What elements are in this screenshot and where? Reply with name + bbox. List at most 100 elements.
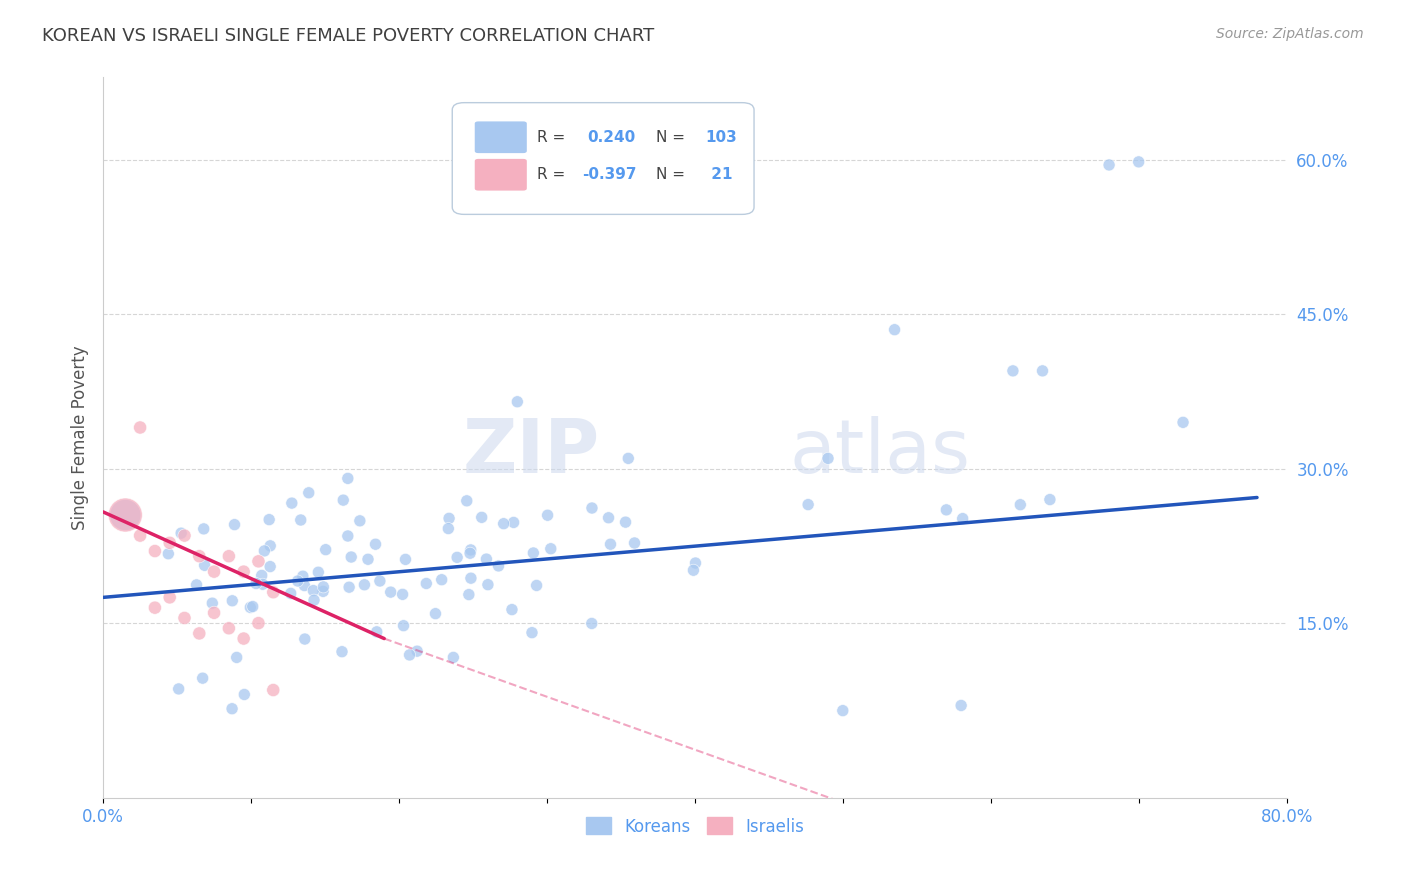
Point (1039, 492, 1062, 507)
Point (581, 501, 603, 516)
Point (247, 616, 270, 631)
Point (232, 565, 254, 579)
Point (357, 552, 380, 566)
Point (159, 536, 181, 550)
Point (143, 600, 166, 615)
Point (520, 625, 543, 640)
Point (262, 585, 284, 599)
Point (259, 539, 281, 553)
Point (456, 493, 478, 508)
Point (366, 624, 388, 639)
Point (221, 702, 243, 716)
Point (415, 576, 437, 591)
Text: atlas: atlas (790, 416, 970, 489)
Point (252, 577, 274, 591)
Point (1128, 154, 1150, 169)
Point (380, 585, 402, 599)
Point (302, 593, 325, 607)
Point (460, 542, 482, 557)
Point (368, 574, 391, 588)
Point (221, 594, 243, 608)
Legend: Koreans, Israelis: Koreans, Israelis (578, 809, 813, 844)
Point (685, 556, 707, 570)
Text: 103: 103 (706, 129, 737, 145)
Point (392, 618, 415, 632)
Point (302, 583, 325, 598)
Point (232, 632, 254, 646)
Point (506, 394, 529, 409)
Point (257, 513, 280, 527)
Point (437, 522, 460, 536)
Point (340, 549, 363, 564)
Point (242, 599, 264, 614)
Point (950, 698, 973, 713)
Point (290, 513, 312, 527)
Point (1031, 364, 1053, 378)
Point (441, 650, 464, 665)
Point (682, 563, 704, 577)
Text: ZIP: ZIP (463, 416, 600, 489)
Point (353, 578, 375, 592)
Point (952, 511, 974, 525)
Text: R =: R = (537, 129, 565, 145)
Point (188, 626, 211, 640)
Point (159, 591, 181, 605)
Point (312, 580, 335, 594)
Point (492, 516, 515, 531)
Point (817, 451, 839, 466)
Point (188, 549, 211, 564)
Y-axis label: Single Female Poverty: Single Female Poverty (72, 345, 89, 530)
Point (170, 526, 193, 541)
Text: -0.397: -0.397 (582, 167, 637, 182)
Point (437, 511, 460, 525)
Point (614, 515, 637, 529)
Point (477, 577, 499, 591)
Point (391, 587, 413, 601)
Point (475, 552, 498, 566)
Point (460, 571, 482, 585)
Text: N =: N = (655, 167, 685, 182)
Point (114, 508, 136, 522)
Point (406, 644, 429, 658)
Point (617, 451, 640, 466)
Text: 0.240: 0.240 (588, 129, 636, 145)
Point (233, 688, 256, 702)
Point (394, 552, 416, 566)
Point (1001, 364, 1024, 378)
Text: KOREAN VS ISRAELI SINGLE FEMALE POVERTY CORRELATION CHART: KOREAN VS ISRAELI SINGLE FEMALE POVERTY … (42, 27, 654, 45)
Point (312, 584, 335, 599)
Point (262, 683, 284, 698)
Text: 21: 21 (706, 167, 733, 182)
Point (831, 704, 853, 718)
FancyBboxPatch shape (453, 103, 754, 214)
Point (623, 536, 645, 550)
Point (186, 578, 208, 592)
Point (349, 514, 371, 528)
Point (599, 537, 621, 551)
FancyBboxPatch shape (475, 121, 527, 153)
Point (457, 588, 479, 602)
Point (581, 616, 603, 631)
Point (287, 574, 309, 588)
Point (307, 566, 329, 580)
Point (315, 542, 337, 557)
Point (502, 516, 524, 530)
Point (157, 547, 180, 561)
Point (143, 544, 166, 558)
Point (224, 517, 246, 532)
Point (194, 558, 217, 573)
Point (536, 508, 558, 523)
Point (291, 569, 314, 583)
Text: N =: N = (655, 129, 685, 145)
Point (193, 522, 215, 536)
Point (430, 573, 453, 587)
Point (935, 503, 957, 517)
Point (398, 648, 420, 662)
Point (218, 549, 240, 564)
Point (225, 650, 247, 665)
Point (336, 471, 359, 485)
Point (337, 580, 360, 594)
Point (526, 578, 548, 592)
Point (471, 510, 494, 524)
Point (129, 420, 152, 434)
